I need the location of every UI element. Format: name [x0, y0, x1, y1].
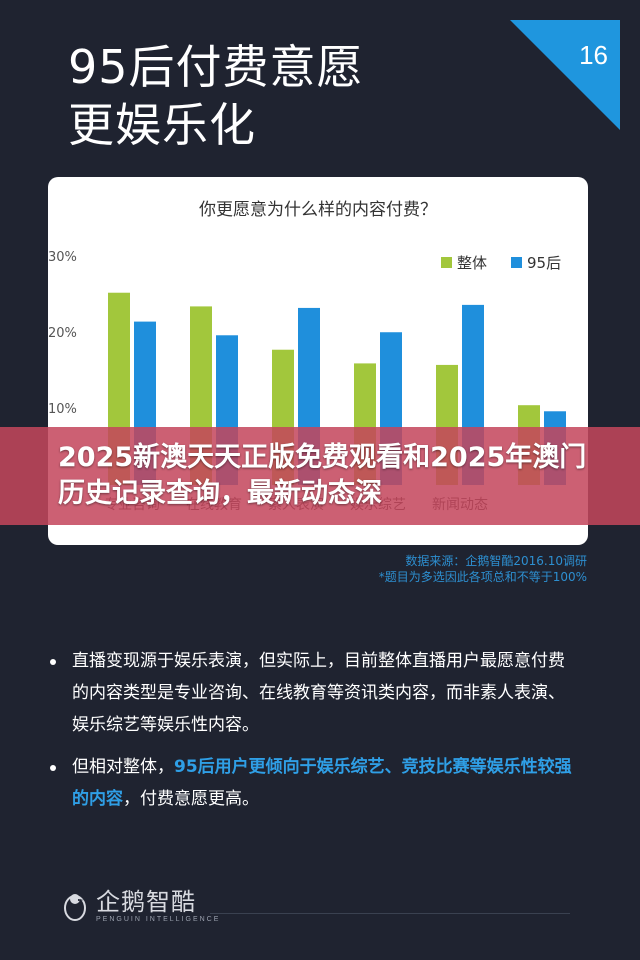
y-tick-label: 30%	[48, 250, 77, 265]
chart-legend: 整体 95后	[441, 254, 561, 272]
page-title: 95后付费意愿 更娱乐化	[68, 40, 364, 152]
bullet-text: 直播变现源于娱乐表演，但实际上，目前整体直播用户最愿意付费的内容类型是专业咨询、…	[72, 651, 565, 735]
bullet-text-post: ，付费意愿更高。	[123, 789, 259, 809]
corner-triangle	[510, 20, 620, 130]
legend-label-95s: 95后	[527, 254, 561, 272]
penguin-icon	[64, 893, 86, 921]
chart-title: 你更愿意为什么样的内容付费？	[199, 200, 437, 220]
bullet-item: 但相对整体，95后用户更倾向于娱乐综艺、竞技比赛等娱乐性较强的内容，付费意愿更高…	[50, 751, 580, 815]
logo-name: 企鹅智酷	[96, 888, 196, 916]
legend-swatch-95s	[511, 257, 522, 268]
legend-swatch-overall	[441, 257, 452, 268]
source-footnote: *题目为多选因此各项总和不等于100%	[378, 570, 587, 584]
logo-subtitle: PENGUIN INTELLIGENCE	[96, 916, 221, 923]
bullet-highlight: 95后用户更倾向于娱乐综艺、竞技比赛等娱乐性较强的内容	[72, 757, 572, 809]
source-line: 数据来源：企鹅智酷2016.10调研	[405, 554, 587, 568]
bullet-item: 直播变现源于娱乐表演，但实际上，目前整体直播用户最愿意付费的内容类型是专业咨询、…	[50, 645, 580, 741]
overlay-banner-text[interactable]: 2025新澳天天正版免费观看和2025年澳门历史记录查询，最新动态深	[58, 442, 587, 509]
y-tick-label: 10%	[48, 402, 77, 417]
footer-logo: 企鹅智酷 PENGUIN INTELLIGENCE	[62, 888, 220, 923]
y-tick-label: 20%	[48, 326, 77, 341]
page-number: 16	[579, 40, 608, 70]
data-source-note: 数据来源：企鹅智酷2016.10调研 *题目为多选因此各项总和不等于100%	[379, 553, 587, 585]
bullet-list: 直播变现源于娱乐表演，但实际上，目前整体直播用户最愿意付费的内容类型是专业咨询、…	[50, 645, 580, 825]
bullet-text-pre: 但相对整体，	[72, 757, 174, 777]
footer-divider	[210, 913, 570, 914]
bullet-dot	[50, 659, 56, 665]
legend-label-overall: 整体	[457, 254, 487, 272]
bullet-dot	[50, 765, 56, 771]
page-corner-tab	[510, 20, 620, 130]
overlay-banner	[0, 427, 640, 525]
